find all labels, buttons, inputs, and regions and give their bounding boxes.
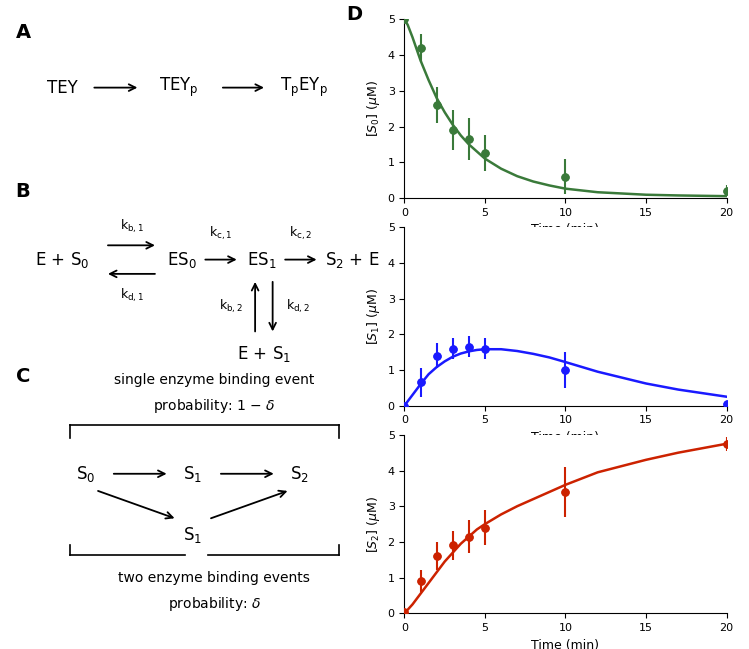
Text: two enzyme binding events: two enzyme binding events bbox=[118, 570, 310, 585]
Text: k$_\mathregular{b,2}$: k$_\mathregular{b,2}$ bbox=[219, 298, 243, 315]
X-axis label: Time (min): Time (min) bbox=[532, 223, 599, 236]
Text: k$_\mathregular{b,1}$: k$_\mathregular{b,1}$ bbox=[120, 217, 144, 234]
Text: D: D bbox=[347, 5, 363, 24]
Text: ES$_\mathregular{0}$: ES$_\mathregular{0}$ bbox=[168, 250, 197, 269]
Text: probability: $\delta$: probability: $\delta$ bbox=[168, 594, 261, 613]
Text: C: C bbox=[16, 367, 30, 386]
Text: k$_\mathregular{c,2}$: k$_\mathregular{c,2}$ bbox=[289, 225, 312, 242]
Text: probability: 1 $-$ $\delta$: probability: 1 $-$ $\delta$ bbox=[153, 397, 276, 415]
Y-axis label: $[S_0]$ ($\mu$M): $[S_0]$ ($\mu$M) bbox=[365, 80, 382, 137]
Text: k$_\mathregular{d,2}$: k$_\mathregular{d,2}$ bbox=[286, 298, 310, 315]
Text: TEY$_\mathregular{p}$: TEY$_\mathregular{p}$ bbox=[160, 76, 199, 99]
Text: k$_\mathregular{c,1}$: k$_\mathregular{c,1}$ bbox=[209, 225, 232, 242]
Text: E + S$_\mathregular{0}$: E + S$_\mathregular{0}$ bbox=[35, 250, 89, 269]
Text: A: A bbox=[16, 23, 31, 42]
Text: S$_\mathregular{1}$: S$_\mathregular{1}$ bbox=[184, 526, 202, 545]
Text: TEY: TEY bbox=[47, 79, 78, 97]
Text: ES$_\mathregular{1}$: ES$_\mathregular{1}$ bbox=[247, 250, 277, 269]
Text: S$_\mathregular{0}$: S$_\mathregular{0}$ bbox=[76, 464, 95, 484]
Text: S$_\mathregular{2}$ + E: S$_\mathregular{2}$ + E bbox=[325, 250, 380, 269]
Text: B: B bbox=[16, 182, 30, 201]
Y-axis label: $[S_2]$ ($\mu$M): $[S_2]$ ($\mu$M) bbox=[365, 496, 382, 552]
Text: single enzyme binding event: single enzyme binding event bbox=[114, 373, 315, 387]
Text: S$_\mathregular{1}$: S$_\mathregular{1}$ bbox=[184, 464, 202, 484]
Y-axis label: $[S_1]$ ($\mu$M): $[S_1]$ ($\mu$M) bbox=[365, 288, 382, 345]
X-axis label: Time (min): Time (min) bbox=[532, 639, 599, 649]
Text: S$_\mathregular{2}$: S$_\mathregular{2}$ bbox=[291, 464, 309, 484]
X-axis label: Time (min): Time (min) bbox=[532, 431, 599, 444]
Text: k$_\mathregular{d,1}$: k$_\mathregular{d,1}$ bbox=[120, 287, 144, 304]
Text: E + S$_\mathregular{1}$: E + S$_\mathregular{1}$ bbox=[237, 344, 291, 363]
Text: T$_\mathregular{p}$EY$_\mathregular{p}$: T$_\mathregular{p}$EY$_\mathregular{p}$ bbox=[280, 76, 327, 99]
